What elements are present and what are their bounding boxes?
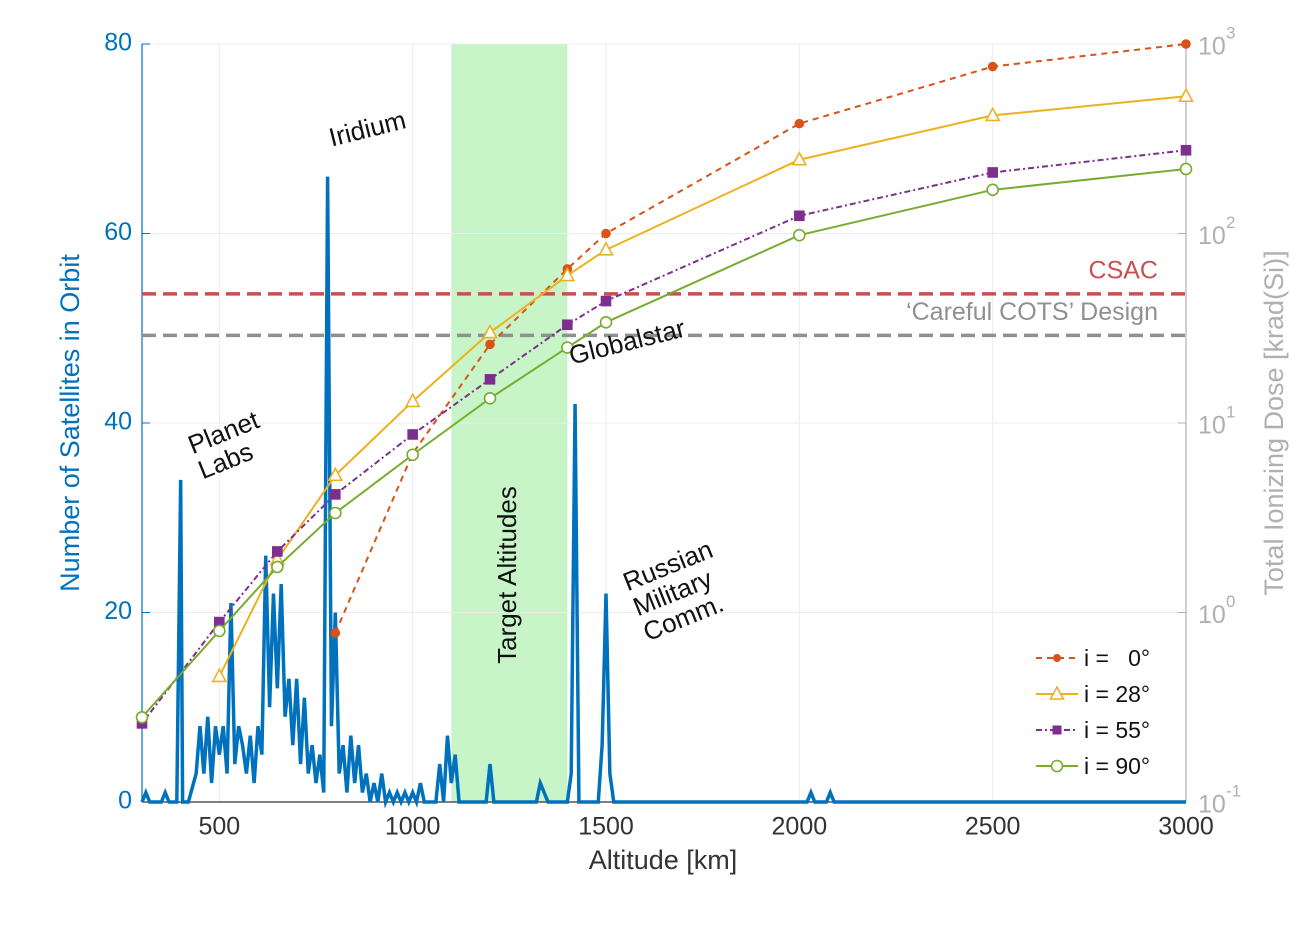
marker <box>559 266 576 282</box>
marker <box>793 228 806 242</box>
x-tick-label: 2500 <box>965 813 1021 841</box>
y2-tick-exponent: -1 <box>1226 781 1241 800</box>
marker <box>211 667 228 683</box>
x-axis-title: Altitude [km] <box>589 845 738 875</box>
marker <box>562 319 573 331</box>
legend-marker <box>1053 654 1061 662</box>
y2-tick-label: 10 <box>1198 791 1226 819</box>
marker <box>330 628 341 638</box>
y2-tick-exponent: 2 <box>1226 213 1235 232</box>
y-tick-label: 0 <box>118 787 132 815</box>
marker <box>600 295 612 307</box>
x-tick-label: 1000 <box>385 813 441 841</box>
annotation: Globalstar <box>566 313 689 371</box>
marker <box>135 710 149 724</box>
legend-label: i = 0° <box>1084 645 1150 671</box>
annotation: Iridium <box>326 105 409 153</box>
marker <box>485 339 495 350</box>
y2-tick-exponent: 1 <box>1226 402 1235 421</box>
marker <box>987 167 998 178</box>
marker <box>1178 87 1194 103</box>
x-tick-label: 1500 <box>578 813 634 841</box>
marker <box>330 489 341 500</box>
y-axis-title: Number of Satellites in Orbit <box>55 254 85 592</box>
legend-marker <box>1050 759 1064 773</box>
marker <box>986 183 999 197</box>
marker <box>987 61 998 72</box>
reference-label: CSAC <box>1089 257 1158 285</box>
marker <box>791 151 808 166</box>
marker <box>483 392 497 405</box>
y-tick-label: 40 <box>104 408 132 436</box>
marker <box>272 546 283 557</box>
reference-label: ‘Careful COTS’ Design <box>906 298 1158 326</box>
y2-tick-label: 10 <box>1198 601 1226 629</box>
marker <box>329 506 342 520</box>
y-tick-label: 20 <box>104 597 132 625</box>
legend-label: i = 55° <box>1084 717 1150 743</box>
marker <box>794 118 805 129</box>
marker <box>1181 39 1191 49</box>
x-tick-label: 2000 <box>772 813 828 841</box>
marker <box>271 560 284 574</box>
marker <box>484 374 496 385</box>
y2-tick-label: 10 <box>1198 222 1226 250</box>
y2-tick-label: 10 <box>1198 33 1226 61</box>
legend-marker <box>1052 725 1062 735</box>
y2-tick-exponent: 0 <box>1226 592 1235 611</box>
legend-label: i = 90° <box>1084 753 1150 779</box>
band-label: Target Altitudes <box>492 486 522 664</box>
marker <box>794 210 805 222</box>
dose-line <box>334 43 1187 634</box>
marker <box>1180 144 1192 156</box>
y2-tick-label: 10 <box>1198 412 1226 440</box>
marker <box>601 228 611 239</box>
marker <box>599 315 613 329</box>
marker <box>598 241 614 256</box>
x-tick-label: 500 <box>198 813 240 841</box>
legend-marker <box>1049 685 1065 700</box>
marker <box>213 624 226 638</box>
dose-line <box>218 95 1187 677</box>
marker <box>1179 162 1193 176</box>
y-tick-label: 80 <box>104 29 132 57</box>
marker <box>561 341 574 354</box>
y2-axis-title: Total Ionizing Dose [krad(Si)] <box>1259 250 1289 595</box>
marker <box>407 429 418 440</box>
marker <box>327 466 344 482</box>
x-tick-label: 3000 <box>1158 813 1214 841</box>
marker <box>482 323 498 339</box>
y-tick-label: 60 <box>104 218 132 246</box>
marker <box>984 106 1001 122</box>
marker <box>404 392 421 408</box>
legend-label: i = 28° <box>1084 681 1150 707</box>
y2-tick-exponent: 3 <box>1226 23 1235 42</box>
marker <box>406 448 419 462</box>
satellite-line <box>140 176 1186 809</box>
